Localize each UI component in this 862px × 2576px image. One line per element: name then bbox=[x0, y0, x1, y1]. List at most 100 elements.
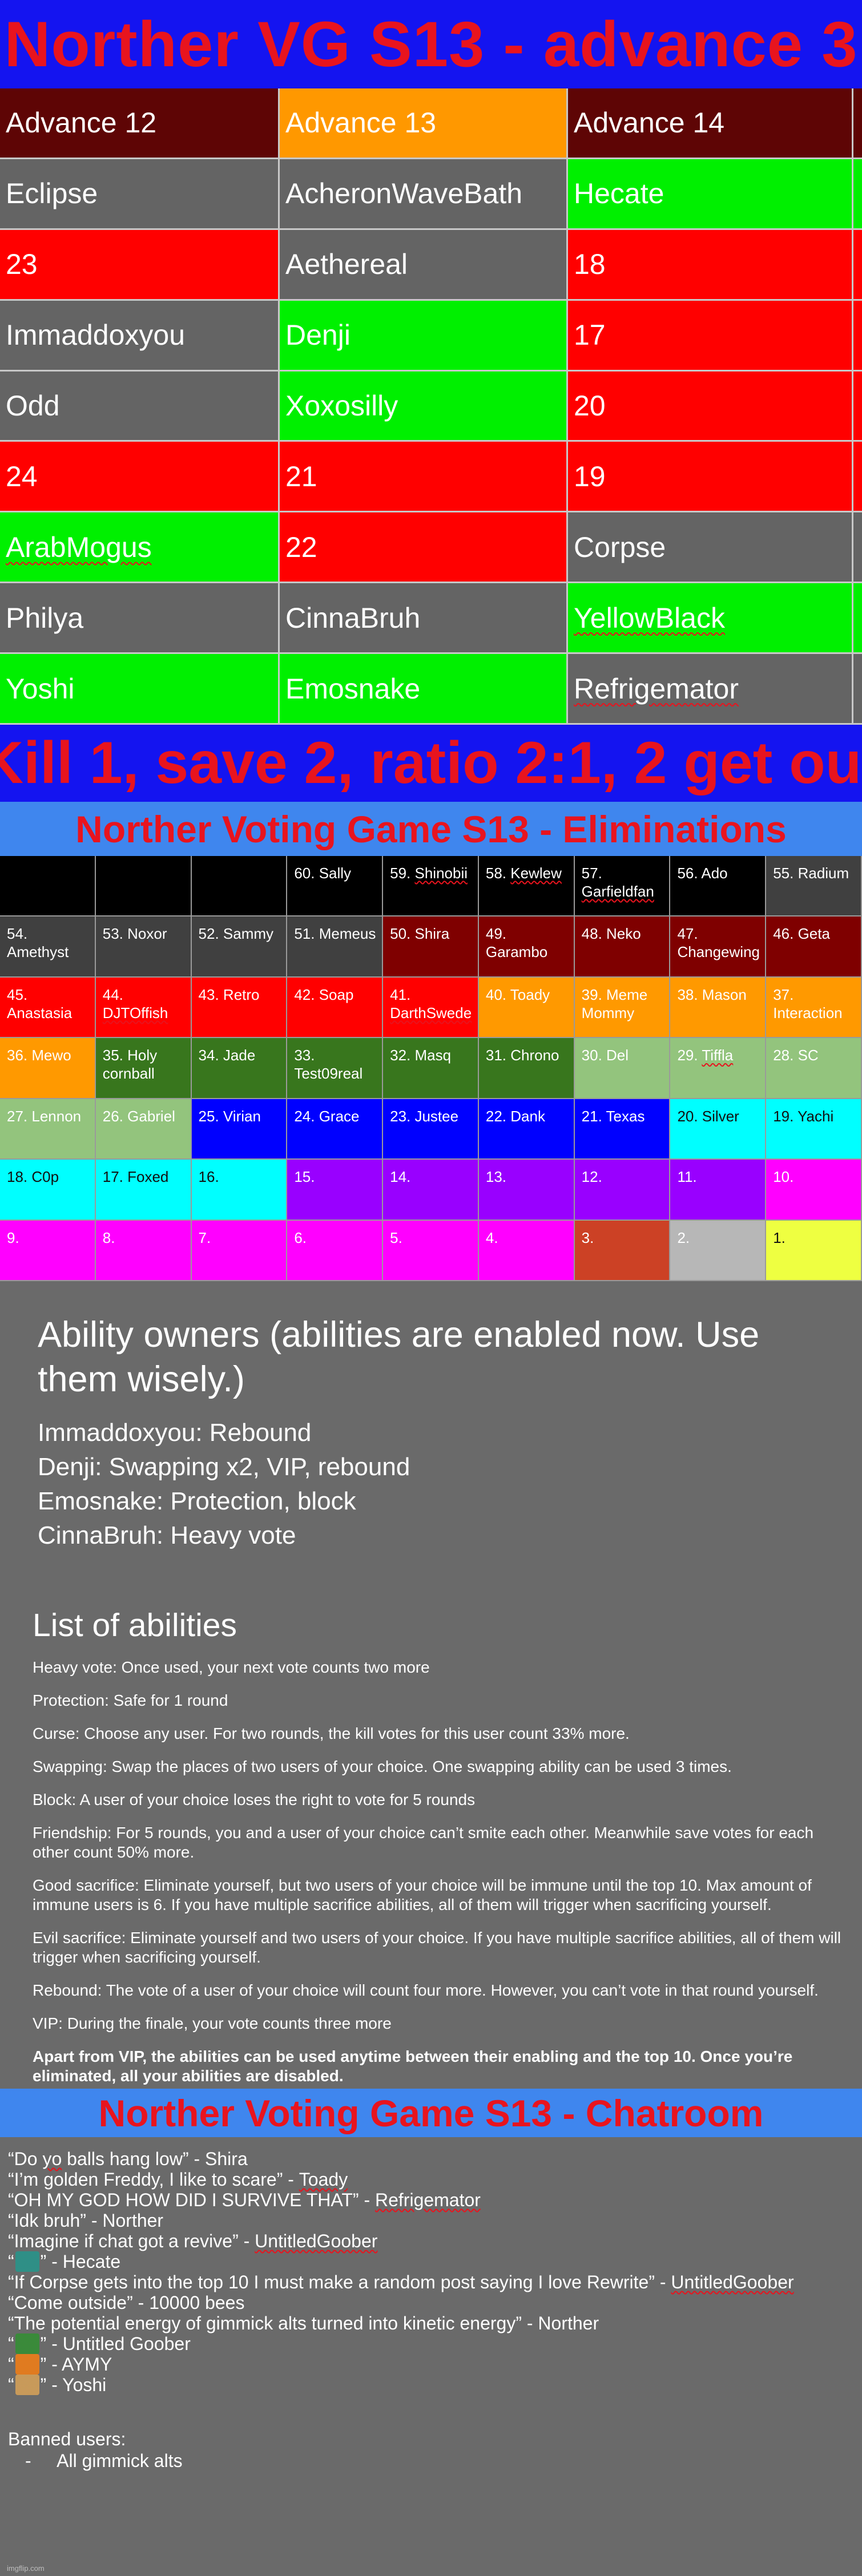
elimination-cell: 6. bbox=[287, 1220, 384, 1281]
elimination-cell: 36. Mewo bbox=[0, 1038, 96, 1099]
advance-cell: Denji bbox=[280, 300, 568, 372]
elimination-cell-text: 59. bbox=[390, 865, 415, 882]
chat-quote: “If Corpse gets into the top 10 I must m… bbox=[8, 2272, 853, 2292]
elimination-cell-text: 55. Radium bbox=[773, 865, 849, 882]
elimination-cell: 11. bbox=[670, 1160, 767, 1221]
advance-row-edge bbox=[853, 88, 862, 159]
elimination-cell-text: 42. Soap bbox=[294, 986, 354, 1003]
advance-cell: Corpse bbox=[568, 512, 853, 584]
chat-quote-text: Toady bbox=[299, 2169, 348, 2190]
advance-row-edge bbox=[853, 442, 862, 513]
rules-banner-text: Kill 1, save 2, ratio 2:1, 2 get out bbox=[0, 730, 862, 796]
abilities-list: Heavy vote: Once used, your next vote co… bbox=[33, 1658, 843, 2099]
emoji-image-icon bbox=[15, 2354, 39, 2375]
ability-item: Swapping: Swap the places of two users o… bbox=[33, 1758, 732, 1775]
elimination-cell-text: 10. bbox=[773, 1168, 794, 1186]
elimination-cell: 21. Texas bbox=[574, 1099, 671, 1160]
emoji-image-icon bbox=[15, 2375, 39, 2395]
chat-quote-text: “ bbox=[8, 2354, 14, 2375]
rules-banner: Kill 1, save 2, ratio 2:1, 2 get out bbox=[0, 725, 862, 802]
emoji-image-icon bbox=[15, 2333, 39, 2354]
ability-item: Friendship: For 5 rounds, you and a user… bbox=[33, 1824, 814, 1861]
advance-cell-text: Aethereal bbox=[285, 248, 408, 281]
elimination-cell-text: 36. Mewo bbox=[7, 1047, 71, 1064]
elimination-cell-text: 34. Jade bbox=[198, 1047, 256, 1064]
chatroom-title: Norther Voting Game S13 - Chatroom bbox=[98, 2092, 764, 2134]
elimination-cell-text: 52. Sammy bbox=[198, 925, 274, 943]
advance-cell: Xoxosilly bbox=[280, 371, 568, 442]
elimination-cell-text: 56. Ado bbox=[677, 865, 728, 882]
advance-cell-text: Denji bbox=[285, 319, 351, 352]
elimination-cell: 8. bbox=[95, 1220, 192, 1281]
chat-quote-text: ” - Yoshi bbox=[40, 2375, 107, 2395]
advance-row-edge bbox=[853, 654, 862, 725]
elimination-cell-text: 16. bbox=[198, 1168, 219, 1186]
ability-item: Good sacrifice: Eliminate yourself, but … bbox=[33, 1876, 812, 1913]
elimination-cell: 31. Chrono bbox=[478, 1038, 575, 1099]
elimination-cell: 43. Retro bbox=[191, 977, 288, 1039]
advance-cell-text: 22 bbox=[285, 531, 317, 563]
ability-item: Protection: Safe for 1 round bbox=[33, 1691, 228, 1709]
chat-quotes: “Do yo balls hang low” - Shira “I’m golde… bbox=[8, 2149, 853, 2395]
elimination-cell-text: 60. Sally bbox=[294, 865, 352, 882]
elimination-cell: 40. Toady bbox=[478, 977, 575, 1039]
elimination-cell: 55. Radium bbox=[766, 856, 862, 917]
advance-row-edge bbox=[853, 159, 862, 230]
advance-cell-text: Hecate bbox=[574, 177, 664, 210]
elimination-cell: 25. Virian bbox=[191, 1099, 288, 1160]
elimination-cell-text: 43. Retro bbox=[198, 986, 260, 1003]
advance-cell-text: 20 bbox=[574, 389, 606, 422]
elimination-cell-text: 35. Holy cornball bbox=[102, 1047, 158, 1083]
elimination-cell: 12. bbox=[574, 1160, 671, 1221]
advance-cell: 20 bbox=[568, 371, 853, 442]
elimination-cell: 20. Silver bbox=[670, 1099, 767, 1160]
elimination-cell: 9. bbox=[0, 1220, 96, 1281]
ability-owners-title: Ability owners (abilities are enabled no… bbox=[38, 1315, 760, 1399]
elimination-cell-text: 38. Mason bbox=[677, 986, 747, 1003]
advance-cell: 24 bbox=[0, 442, 280, 513]
ability-item: Evil sacrifice: Eliminate yourself and t… bbox=[33, 1929, 841, 1966]
advance-cell: Odd bbox=[0, 371, 280, 442]
elimination-cell: 47. Changewing bbox=[670, 916, 767, 978]
advance-cell-text: YellowBlack bbox=[574, 601, 725, 634]
banned-item: - All gimmick alts bbox=[25, 2450, 183, 2471]
advance-cell-text: 18 bbox=[574, 248, 606, 281]
chat-quote: “The potential energy of gimmick alts tu… bbox=[8, 2313, 853, 2333]
chat-quote: “ ” - AYMY bbox=[8, 2354, 853, 2375]
chat-quote: “Do yo balls hang low” - Shira bbox=[8, 2149, 853, 2169]
advance-cell-text: Eclipse bbox=[6, 177, 98, 210]
chat-quote: “Idk bruh” - Norther bbox=[8, 2210, 853, 2231]
advance-cell: Hecate bbox=[568, 159, 853, 230]
elimination-cell: 7. bbox=[191, 1220, 288, 1281]
elimination-cell: 59. Shinobii bbox=[383, 856, 479, 917]
elimination-cell: 28. SC bbox=[766, 1038, 862, 1099]
elimination-cell-text: 4. bbox=[485, 1229, 498, 1246]
elimination-cell: 56. Ado bbox=[670, 856, 767, 917]
chat-quote: “Imagine if chat got a revive” - Untitle… bbox=[8, 2231, 853, 2251]
elimination-cell-text: 2. bbox=[677, 1229, 690, 1246]
elimination-cell-text: 53. Noxor bbox=[102, 925, 167, 943]
advance-cell-text: 19 bbox=[574, 460, 606, 492]
advance-cell: Aethereal bbox=[280, 229, 568, 301]
elimination-cell-text: 21. Texas bbox=[581, 1107, 645, 1125]
advance-cell-text: Xoxosilly bbox=[285, 389, 398, 422]
eliminations-table: 60. Sally 59. Shinobii 58. Kewlew 57. Garfi… bbox=[0, 856, 862, 1281]
chat-quote: “OH MY GOD HOW DID I SURVIVE THAT” - Ref… bbox=[8, 2190, 853, 2210]
advance-cell-text: AcheronWaveBath bbox=[285, 177, 523, 210]
elimination-cell-text: 1. bbox=[773, 1229, 786, 1246]
elimination-cell: 29. Tiffla bbox=[670, 1038, 767, 1099]
elimination-cell-text: 33. Test09real bbox=[294, 1047, 363, 1083]
ability-item: Curse: Choose any user. For two rounds, … bbox=[33, 1725, 630, 1742]
advance-cell: Yoshi bbox=[0, 654, 280, 725]
chat-quote-text: “Do bbox=[8, 2149, 43, 2169]
elimination-cell: 2. bbox=[670, 1220, 767, 1281]
advance-cell: Eclipse bbox=[0, 159, 280, 230]
elimination-cell-text: Shinobii bbox=[414, 865, 468, 882]
advance-cell: 19 bbox=[568, 442, 853, 513]
banned-users: Banned users: - All gimmick alts bbox=[8, 2428, 183, 2472]
advance-cell-text: Philya bbox=[6, 601, 84, 634]
abilities-section: Ability owners (abilities are enabled no… bbox=[0, 1281, 862, 2089]
advance-cell: 21 bbox=[280, 442, 568, 513]
elimination-cell-text: 9. bbox=[7, 1229, 19, 1246]
advance-cell: Advance 14 bbox=[568, 88, 853, 159]
